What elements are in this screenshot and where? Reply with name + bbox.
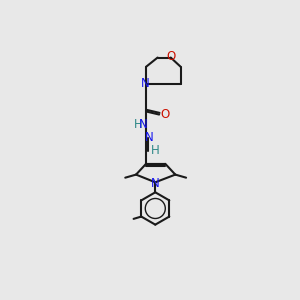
- Text: N: N: [141, 77, 150, 90]
- Text: N: N: [145, 131, 154, 144]
- Text: N: N: [151, 177, 160, 190]
- Text: O: O: [160, 108, 169, 121]
- Text: N: N: [140, 118, 148, 131]
- Text: O: O: [166, 50, 175, 63]
- Text: H: H: [151, 144, 160, 157]
- Text: H: H: [134, 118, 143, 131]
